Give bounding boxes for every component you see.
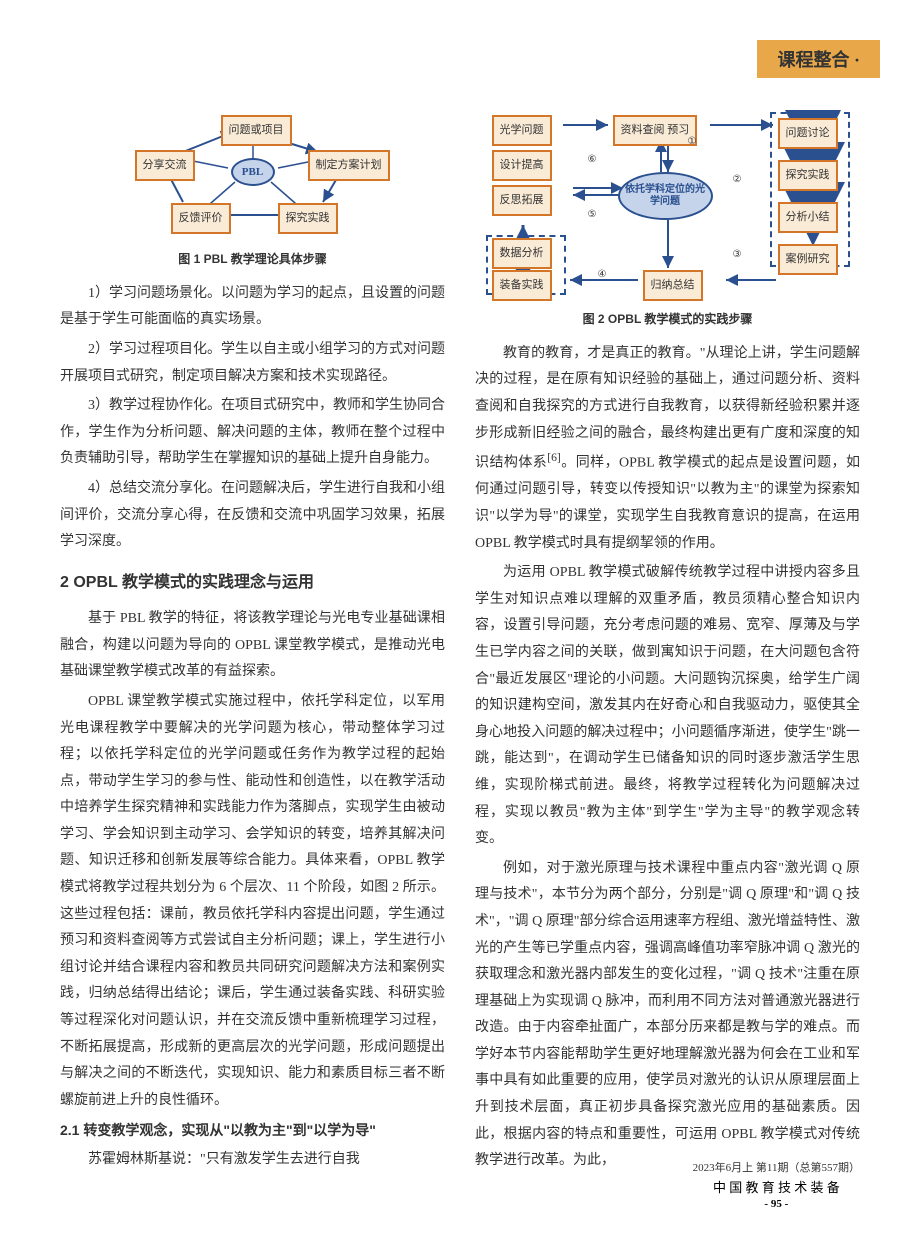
diagram2-caption: 图 2 OPBL 教学模式的实践步骤 bbox=[475, 308, 860, 331]
p-l1: 1）学习问题场景化。以问题为学习的起点，且设置的问题是基于学生可能面临的真实场景… bbox=[60, 281, 445, 334]
opbl-right-0: 问题讨论 bbox=[778, 118, 838, 149]
page-footer: 2023年6月上 第11期（总第557期） 中 国 教 育 技 术 装 备 - … bbox=[693, 1159, 860, 1210]
opbl-bottom-center: 归纳总结 bbox=[643, 270, 703, 301]
p-l7: 苏霍姆林斯基说："只有激发学生去进行自我 bbox=[60, 1147, 445, 1174]
opbl-center: 依托学科定位的光学问题 bbox=[618, 172, 713, 220]
p-r2: 为运用 OPBL 教学模式破解传统教学过程中讲授内容多且学生对知识点难以理解的双… bbox=[475, 560, 860, 853]
p-r1-text: 教育的教育，才是真正的教育。"从理论上讲，学生问题解决的过程，是在原有知识经验的… bbox=[475, 346, 860, 471]
p-r3: 例如，对于激光原理与技术课程中重点内容"激光调 Q 原理与技术"，本节分为两个部… bbox=[475, 856, 860, 1175]
circ-4: ④ bbox=[598, 265, 607, 284]
footer-journal: 中 国 教 育 技 术 装 备 bbox=[693, 1177, 860, 1196]
pbl-node-problem: 问题或项目 bbox=[221, 115, 292, 146]
section-2-1-heading: 2.1 转变教学观念，实现从"以教为主"到"以学为导" bbox=[60, 1117, 445, 1144]
citation-6: [6] bbox=[547, 451, 561, 464]
right-column: 光学问题 设计提高 反思拓展 数据分析 装备实践 资料查阅 预习 依托学科定位的… bbox=[475, 110, 860, 1178]
content-wrapper: 问题或项目 制定方案计划 探究实践 反馈评价 分享交流 PBL 图 1 PBL … bbox=[60, 110, 860, 1178]
diagram1-caption: 图 1 PBL 教学理论具体步骤 bbox=[60, 248, 445, 271]
footer-issue: 2023年6月上 第11期（总第557期） bbox=[693, 1159, 860, 1175]
circ-6: ⑥ bbox=[588, 150, 597, 169]
p-r1: 教育的教育，才是真正的教育。"从理论上讲，学生问题解决的过程，是在原有知识经验的… bbox=[475, 341, 860, 557]
opbl-right-2: 分析小结 bbox=[778, 202, 838, 233]
p-l5: 基于 PBL 教学的特征，将该教学理论与光电专业基础课相融合，构建以问题为导向的… bbox=[60, 606, 445, 686]
opbl-left-0: 光学问题 bbox=[492, 115, 552, 146]
footer-page: - 95 - bbox=[693, 1198, 860, 1210]
diagram-opbl: 光学问题 设计提高 反思拓展 数据分析 装备实践 资料查阅 预习 依托学科定位的… bbox=[478, 110, 858, 300]
pbl-node-plan: 制定方案计划 bbox=[308, 150, 390, 181]
p-l4: 4）总结交流分享化。在问题解决后，学生进行自我和小组间评价，交流分享心得，在反馈… bbox=[60, 476, 445, 556]
opbl-top-center: 资料查阅 预习 bbox=[613, 115, 698, 146]
circ-2: ② bbox=[733, 170, 742, 189]
opbl-left-4: 装备实践 bbox=[492, 270, 552, 301]
section-2-heading: 2 OPBL 教学模式的实践理念与运用 bbox=[60, 568, 445, 598]
header-tab: 课程整合 · bbox=[757, 40, 880, 78]
p-l6: OPBL 课堂教学模式实施过程中，依托学科定位，以军用光电课程教学中要解决的光学… bbox=[60, 689, 445, 1115]
opbl-right-1: 探究实践 bbox=[778, 160, 838, 191]
opbl-left-2: 反思拓展 bbox=[492, 185, 552, 216]
pbl-node-share: 分享交流 bbox=[135, 150, 195, 181]
p-l3: 3）教学过程协作化。在项目式研究中，教师和学生协同合作，学生作为分析问题、解决问… bbox=[60, 393, 445, 473]
pbl-center: PBL bbox=[231, 158, 275, 186]
pbl-node-feedback: 反馈评价 bbox=[171, 203, 231, 234]
circ-5: ⑤ bbox=[588, 205, 597, 224]
left-column: 问题或项目 制定方案计划 探究实践 反馈评价 分享交流 PBL 图 1 PBL … bbox=[60, 110, 445, 1178]
circ-1: ① bbox=[688, 132, 697, 151]
circ-3: ③ bbox=[733, 245, 742, 264]
opbl-right-3: 案例研究 bbox=[778, 244, 838, 275]
p-l2: 2）学习过程项目化。学生以自主或小组学习的方式对问题开展项目式研究，制定项目解决… bbox=[60, 337, 445, 390]
opbl-left-3: 数据分析 bbox=[492, 238, 552, 269]
pbl-node-explore: 探究实践 bbox=[278, 203, 338, 234]
diagram-pbl: 问题或项目 制定方案计划 探究实践 反馈评价 分享交流 PBL bbox=[93, 110, 413, 240]
opbl-left-1: 设计提高 bbox=[492, 150, 552, 181]
